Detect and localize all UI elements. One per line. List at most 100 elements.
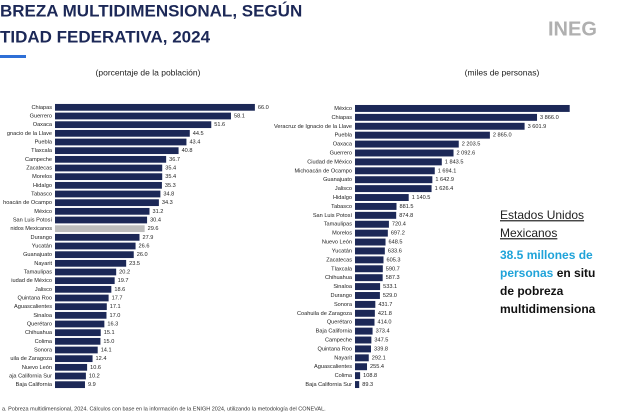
bar xyxy=(355,274,383,282)
logo: INEG xyxy=(548,18,597,40)
category-label: uila de Zaragoza xyxy=(10,356,53,362)
value-label: 20.2 xyxy=(119,269,130,275)
value-label: 1 626.4 xyxy=(435,186,454,192)
category-label: Sinaloa xyxy=(33,313,53,319)
value-label: 89.3 xyxy=(362,382,373,388)
value-label: 529.0 xyxy=(383,293,397,299)
bar xyxy=(355,211,397,219)
value-label: 421.8 xyxy=(378,311,392,317)
bar xyxy=(55,337,101,345)
value-label: 1 843.5 xyxy=(445,159,464,165)
value-label: 108.8 xyxy=(363,373,377,379)
bar xyxy=(55,251,134,259)
category-label: Aguascalientes xyxy=(314,364,352,370)
bar xyxy=(55,381,85,389)
category-label: Morelos xyxy=(332,231,352,237)
value-label: 43.4 xyxy=(189,139,200,145)
value-label: 347.5 xyxy=(374,338,388,344)
bar xyxy=(55,112,231,120)
accent xyxy=(0,55,26,58)
category-label: Colima xyxy=(335,373,353,379)
value-label: 27.9 xyxy=(142,235,153,241)
callout-text: personas xyxy=(500,266,554,280)
bar xyxy=(55,355,93,363)
category-label: iudad de México xyxy=(11,278,52,284)
value-label: 34.8 xyxy=(163,191,174,197)
value-label: 16.3 xyxy=(107,321,118,327)
bar xyxy=(355,220,389,228)
bar xyxy=(55,259,127,267)
category-label: Querétaro xyxy=(27,321,52,327)
value-label: 30.4 xyxy=(150,217,161,223)
value-label: 2 092.6 xyxy=(457,150,476,156)
category-label: Oaxaca xyxy=(333,142,353,148)
bar xyxy=(55,199,159,207)
category-label: San Luis Potosí xyxy=(313,213,353,219)
value-label: 587.3 xyxy=(386,275,400,281)
value-label: 26.0 xyxy=(137,252,148,258)
bar xyxy=(355,309,375,317)
value-label: 339.8 xyxy=(374,346,388,352)
bar xyxy=(355,149,454,157)
value-label: 15.0 xyxy=(103,339,114,345)
value-label: 633.6 xyxy=(388,248,402,254)
value-label: 414.0 xyxy=(377,320,391,326)
value-label: 255.4 xyxy=(370,364,384,370)
category-label: Zacatecas xyxy=(326,257,352,263)
bar xyxy=(355,202,397,210)
bar xyxy=(55,303,107,311)
category-label: Durango xyxy=(31,235,52,241)
category-label: Aguascalientes xyxy=(14,304,52,310)
value-label: 697.2 xyxy=(391,231,405,237)
category-label: Querétaro xyxy=(327,320,352,326)
bar xyxy=(355,265,383,273)
category-label: Nuevo León xyxy=(22,365,52,371)
category-label: Guanajuato xyxy=(323,177,352,183)
category-label: Coahuila de Zaragoza xyxy=(297,311,353,317)
value-label: 3 866.0 xyxy=(540,115,559,121)
category-label: Tlaxcala xyxy=(331,266,353,272)
category-label: Zacatecas xyxy=(26,165,52,171)
value-label: 10.2 xyxy=(89,373,100,379)
bar xyxy=(355,318,375,326)
category-label: Colima xyxy=(35,339,53,345)
value-label: 648.5 xyxy=(389,240,403,246)
bar xyxy=(355,283,381,291)
category-label: Oaxaca xyxy=(33,122,53,128)
value-label: 18.6 xyxy=(114,287,125,293)
bar xyxy=(355,194,409,201)
callout-heading: Estados Unidos xyxy=(500,208,584,222)
bar xyxy=(55,190,161,198)
bar xyxy=(355,104,570,112)
value-label: 9.9 xyxy=(88,382,96,388)
bar xyxy=(55,372,86,380)
value-label: 14.1 xyxy=(101,347,112,353)
footnote: a. Pobreza multidimensional, 2024. Cálcu… xyxy=(2,406,326,412)
value-label: 58.1 xyxy=(234,113,245,119)
value-label: 373.4 xyxy=(376,329,390,335)
bar xyxy=(355,336,372,344)
bar xyxy=(355,292,380,299)
category-label: Tamaulipas xyxy=(24,269,52,275)
category-label: Guerrero xyxy=(330,150,352,156)
title: BREZA MULTIDIMENSIONAL, SEGÚN xyxy=(0,1,302,20)
category-label: Hidalgo xyxy=(33,183,52,189)
value-label: 874.8 xyxy=(399,213,413,219)
category-label: Tabasco xyxy=(331,204,352,210)
category-label: Nuevo León xyxy=(322,240,352,246)
category-label: Tamaulipas xyxy=(324,222,352,228)
bar xyxy=(55,121,212,129)
bar xyxy=(355,176,433,184)
bar xyxy=(355,345,371,353)
category-label: Guanajuato xyxy=(23,252,52,258)
value-label: 36.7 xyxy=(169,157,180,163)
value-label: 31.2 xyxy=(152,209,163,215)
bar xyxy=(355,158,442,166)
category-label: Puebla xyxy=(35,139,53,145)
callout-text: de pobreza xyxy=(500,284,564,298)
value-label: 51.6 xyxy=(214,122,225,128)
bar xyxy=(355,167,435,175)
value-label: 17.1 xyxy=(110,304,121,310)
bar xyxy=(55,155,167,163)
